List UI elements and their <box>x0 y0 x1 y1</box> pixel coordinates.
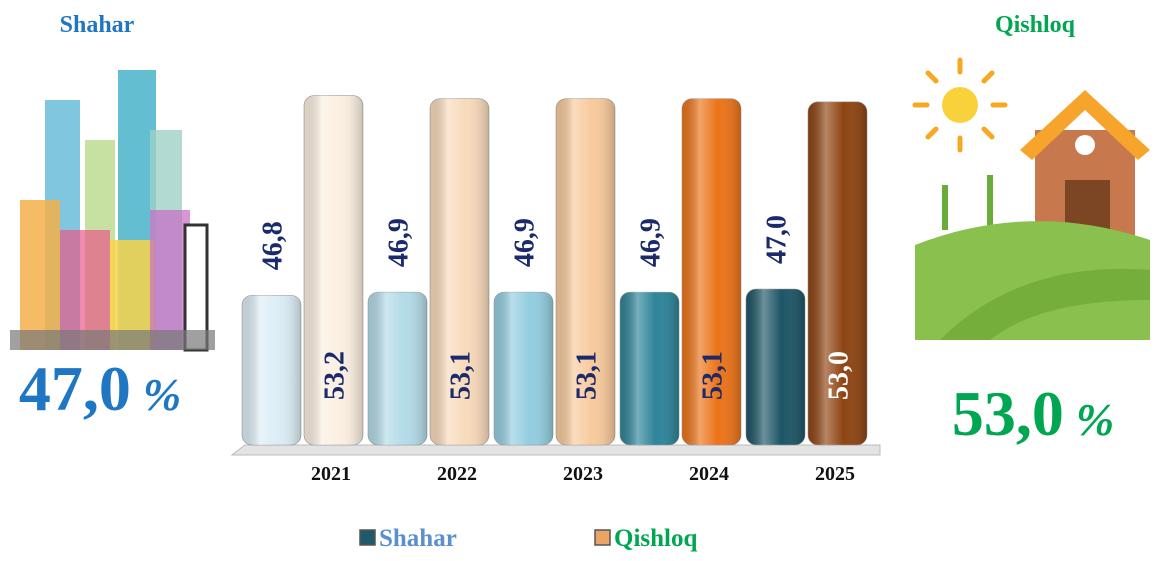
page: Shahar 47,0% Qishloq 53,0% Shahar Qishloq… <box>0 0 1157 556</box>
value-label: 47,0 <box>762 215 793 264</box>
value-label: 53,1 <box>446 351 477 400</box>
value-label: 53,1 <box>572 351 603 400</box>
value-label: 46,9 <box>636 218 667 267</box>
city-icon <box>10 70 215 350</box>
unit-text: % <box>143 369 181 420</box>
panel-value: 53,0% <box>952 378 1114 449</box>
value-label: 53,1 <box>698 351 729 400</box>
x-tick-label: 2024 <box>689 463 729 485</box>
value-label: 46,8 <box>258 221 289 270</box>
x-tick-label: 2025 <box>815 463 855 485</box>
legend-label: Shahar <box>379 525 457 552</box>
value-text: 47,0 <box>19 353 131 424</box>
value-label: 53,2 <box>320 351 351 400</box>
bar-shine <box>494 292 553 445</box>
value-text: 53,0 <box>952 378 1064 449</box>
legend-swatch <box>595 530 610 545</box>
infographic: Shahar 47,0% Qishloq 53,0% Shahar Qishloq… <box>0 0 1157 556</box>
farm-icon <box>915 60 1150 340</box>
bar-shine <box>746 289 805 445</box>
panel-title: Qishloq <box>995 12 1076 38</box>
bar-shine <box>620 292 679 445</box>
x-tick-label: 2023 <box>563 463 603 485</box>
value-label: 46,9 <box>384 218 415 267</box>
value-label: 53,0 <box>824 351 855 400</box>
x-tick-label: 2021 <box>311 463 351 485</box>
bar-shine <box>368 292 427 445</box>
x-tick-label: 2022 <box>437 463 477 485</box>
value-label: 46,9 <box>510 218 541 267</box>
panel-title: Shahar <box>60 12 135 38</box>
legend-label: Qishloq <box>614 525 697 552</box>
bar-shine <box>242 295 301 445</box>
chart-floor <box>232 445 880 455</box>
unit-text: % <box>1076 394 1114 445</box>
panel-value: 47,0% <box>19 353 181 424</box>
legend: Shahar Qishloq <box>360 525 697 552</box>
legend-swatch <box>360 530 375 545</box>
